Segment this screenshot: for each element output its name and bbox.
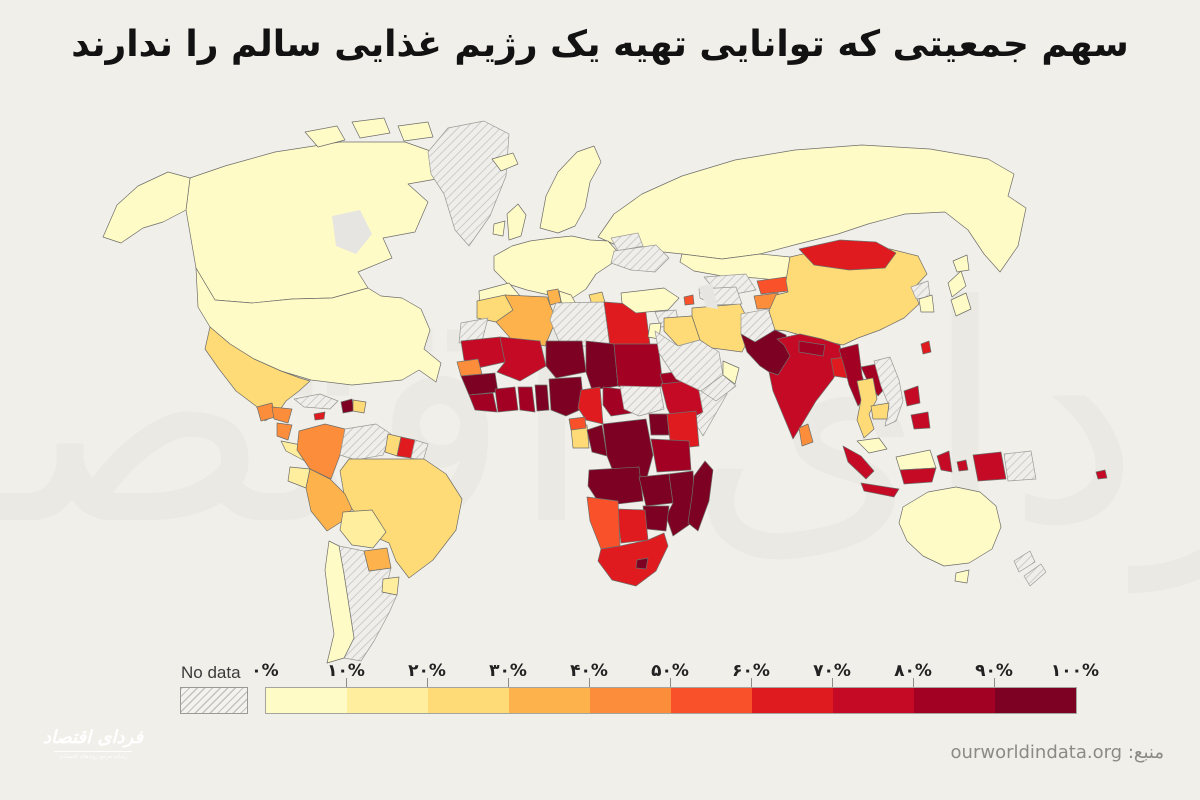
country-cambodia <box>870 402 890 420</box>
country-angola <box>587 466 644 507</box>
country-colombia <box>296 423 346 480</box>
country-madagascar <box>687 460 714 532</box>
country-alaska <box>102 171 191 244</box>
country-honduras <box>271 406 293 424</box>
country-skorea <box>918 294 935 313</box>
country-venezuela <box>339 423 392 461</box>
country-ireland <box>492 220 506 237</box>
country-lesotho <box>635 557 649 570</box>
logo-divider <box>54 751 132 753</box>
country-philippines-mindanao <box>910 411 931 430</box>
country-nz1 <box>1013 550 1036 573</box>
country-scandinavia <box>539 145 602 234</box>
country-togobenin <box>534 384 550 412</box>
country-arctic2 <box>351 117 391 139</box>
country-thailand <box>856 377 878 439</box>
country-bolivia <box>339 509 387 549</box>
hudson-bay-water <box>332 210 372 254</box>
country-peru <box>305 468 353 532</box>
country-vietnam <box>873 356 904 427</box>
country-ukraine <box>610 244 670 273</box>
country-chad <box>585 340 619 391</box>
country-tunisia <box>546 288 562 306</box>
country-paraguay <box>363 547 392 572</box>
country-maluku <box>956 459 969 472</box>
country-nepal <box>798 340 826 357</box>
country-ivorycoast <box>494 386 519 413</box>
country-india <box>768 333 844 440</box>
country-mongolia <box>798 239 897 271</box>
country-sulawesi <box>936 450 953 473</box>
country-nz2 <box>1023 563 1047 587</box>
source-attribution: منبع: ourworldindata.org <box>950 742 1164 763</box>
country-uk <box>506 203 527 241</box>
country-uganda <box>648 413 670 436</box>
logo-subtitle: رسانه مرجع روندهای اقتصادی <box>58 754 128 761</box>
country-armenia <box>683 294 695 306</box>
country-japan1 <box>947 270 967 298</box>
country-australia <box>898 486 1002 567</box>
page-title: سهم جمعیتی که توانایی تهیه یک رژیم غذایی… <box>71 24 1129 65</box>
country-fiji <box>1095 469 1108 480</box>
country-libya <box>549 301 611 347</box>
country-taiwan <box>920 340 932 355</box>
country-philippines-luzon <box>903 385 921 407</box>
country-sierraleone <box>468 392 498 413</box>
country-hokkaido <box>952 254 970 273</box>
country-tanzania <box>650 438 692 473</box>
country-kenya <box>666 410 700 450</box>
country-southafrica <box>597 532 669 587</box>
caspian-sea-water <box>699 283 718 309</box>
country-sumatra <box>842 445 875 480</box>
country-cameroon <box>577 386 604 425</box>
fardaye-eghtesad-logo: فردای اقتصاد رسانه مرجع روندهای اقتصادی <box>38 712 148 776</box>
country-nicaragua <box>276 422 293 441</box>
country-niger <box>545 340 587 379</box>
logo-title: فردای اقتصاد <box>42 726 144 748</box>
country-mexico <box>204 326 311 422</box>
country-srilanka <box>798 423 814 447</box>
country-sudan <box>613 343 664 393</box>
country-domrep <box>352 399 367 414</box>
country-nigeria <box>548 376 585 417</box>
country-ssudan <box>619 385 665 417</box>
country-china <box>768 246 928 346</box>
country-arctic1 <box>304 125 346 148</box>
country-jamaica <box>313 411 326 421</box>
country-iran <box>691 303 754 353</box>
country-java <box>860 482 900 498</box>
country-eqguinea <box>568 416 587 431</box>
country-cuba <box>293 393 339 410</box>
country-mali <box>496 336 547 382</box>
country-yemen <box>700 374 737 402</box>
country-belarus <box>610 232 644 252</box>
country-wpapua <box>972 451 1007 482</box>
country-ghana <box>517 386 536 413</box>
country-europe <box>493 235 618 300</box>
country-kalimantan <box>899 467 937 485</box>
country-malaysia-pen <box>856 437 888 454</box>
country-japan2 <box>950 292 972 317</box>
country-uruguay <box>381 576 400 596</box>
country-turkey <box>620 287 680 314</box>
country-chile <box>324 540 355 664</box>
country-iceland <box>491 152 519 172</box>
country-senegal <box>456 358 483 377</box>
country-arctic3 <box>397 121 434 142</box>
country-greenland <box>427 120 510 247</box>
country-png <box>1003 450 1037 482</box>
country-tasmania <box>954 569 970 584</box>
country-oman <box>722 360 740 385</box>
country-botswana <box>616 508 649 544</box>
